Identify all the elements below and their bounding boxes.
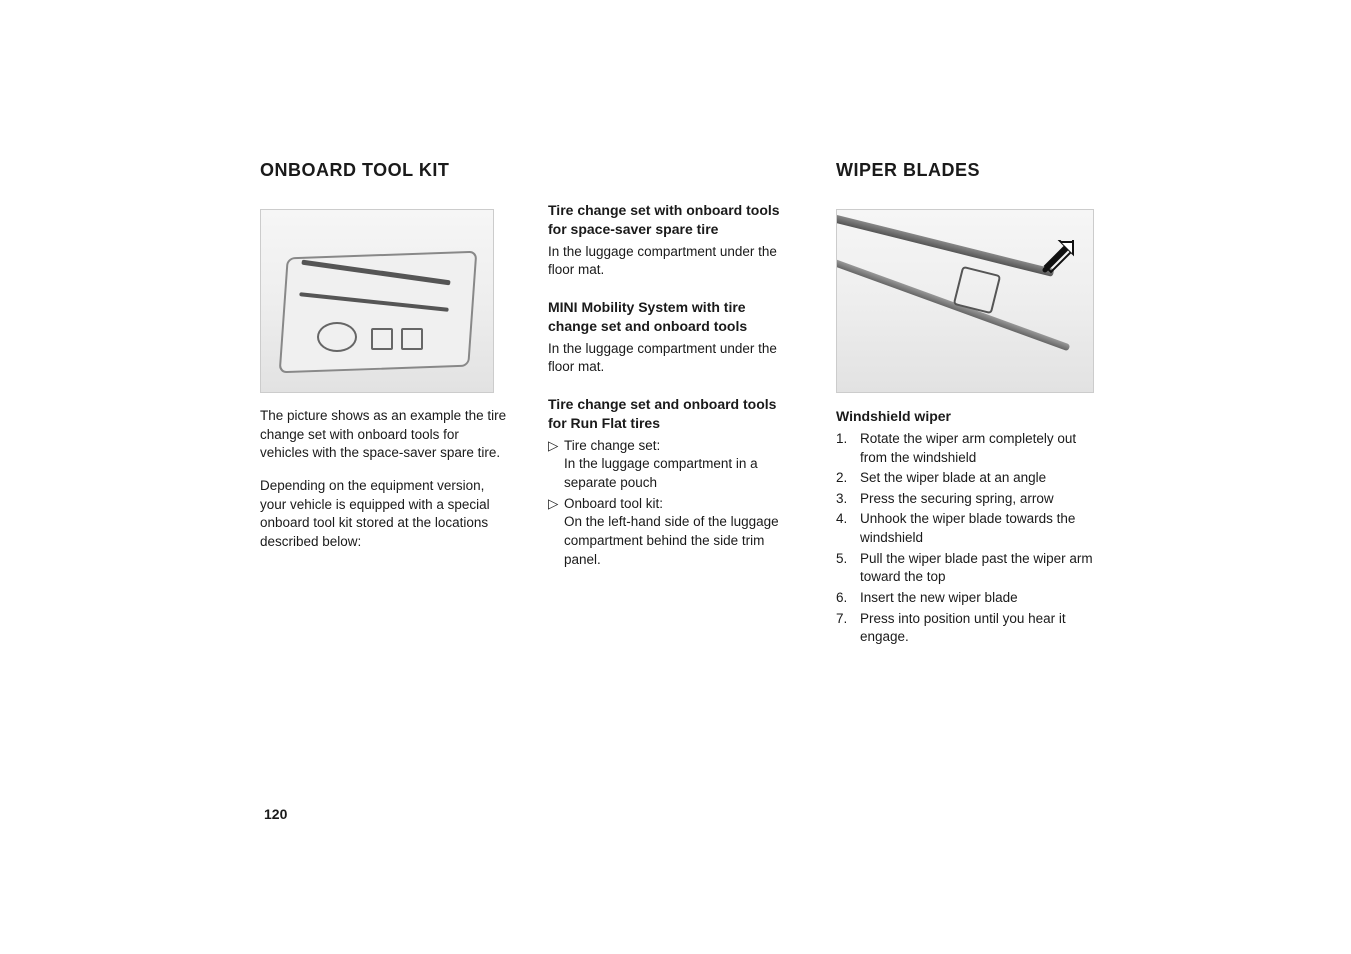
- list-number: 3.: [836, 490, 854, 509]
- paragraph: In the luggage compartment under the flo…: [548, 340, 798, 377]
- list-item-text: In the luggage compartment in a separate…: [564, 456, 758, 490]
- list-number: 5.: [836, 550, 854, 587]
- tool-sketch-box: [401, 328, 423, 350]
- list-number: 1.: [836, 430, 854, 467]
- ordered-list: 1.Rotate the wiper arm completely out fr…: [836, 430, 1098, 647]
- column-2: Tire change set with onboard tools for s…: [548, 160, 798, 647]
- paragraph: Depending on the equipment version, your…: [260, 477, 510, 552]
- list-item-text: Set the wiper blade at an angle: [860, 469, 1046, 488]
- triangle-bullet-icon: ▷: [548, 495, 558, 570]
- list-item-label: Tire change set:: [564, 438, 660, 453]
- subheading: MINI Mobility System with tire change se…: [548, 298, 798, 336]
- toolkit-tray-sketch: [279, 251, 478, 374]
- list-item: 3. Press the securing spring, arrow: [836, 490, 1098, 509]
- subheading: Tire change set with onboard tools for s…: [548, 201, 798, 239]
- list-item: 4.Unhook the wiper blade towards the win…: [836, 510, 1098, 547]
- subheading: Tire change set and onboard tools for Ru…: [548, 395, 798, 433]
- page-number: 120: [264, 806, 287, 822]
- list-item-text: Press into position until you hear it en…: [860, 610, 1098, 647]
- list-item: 1.Rotate the wiper arm completely out fr…: [836, 430, 1098, 467]
- paragraph: The picture shows as an example the tire…: [260, 407, 510, 463]
- column-1: ONBOARD TOOL KIT The picture shows as an…: [260, 160, 510, 647]
- tool-sketch-ring: [317, 322, 357, 352]
- list-item-text: Pull the wiper blade past the wiper arm …: [860, 550, 1098, 587]
- list-item: 6. Insert the new wiper blade: [836, 589, 1098, 608]
- list-item: ▷ Tire change set: In the luggage compar…: [548, 437, 798, 493]
- list-item: 2. Set the wiper blade at an angle: [836, 469, 1098, 488]
- list-item-label: Onboard tool kit:: [564, 496, 663, 511]
- list-item-body: Onboard tool kit: On the left-hand side …: [564, 495, 798, 570]
- figure-tool-kit: [260, 209, 494, 393]
- tool-sketch-box: [371, 328, 393, 350]
- list-number: 2.: [836, 469, 854, 488]
- list-item-text: On the left-hand side of the luggage com…: [564, 514, 779, 566]
- list-number: 6.: [836, 589, 854, 608]
- bullet-list: ▷ Tire change set: In the luggage compar…: [548, 437, 798, 569]
- list-item: 7.Press into position until you hear it …: [836, 610, 1098, 647]
- manual-page: ONBOARD TOOL KIT The picture shows as an…: [0, 0, 1351, 954]
- list-item-text: Press the securing spring, arrow: [860, 490, 1054, 509]
- list-number: 7.: [836, 610, 854, 647]
- arrow-icon: [1015, 240, 1075, 300]
- column-3: WIPER BLADES Windshield wiper 1.Rotate t…: [836, 160, 1098, 647]
- list-item: ▷ Onboard tool kit: On the left-hand sid…: [548, 495, 798, 570]
- figure-wiper-blade: [836, 209, 1094, 393]
- content-columns: ONBOARD TOOL KIT The picture shows as an…: [260, 160, 1291, 647]
- list-number: 4.: [836, 510, 854, 547]
- paragraph: In the luggage compartment under the flo…: [548, 243, 798, 280]
- list-item-text: Unhook the wiper blade towards the winds…: [860, 510, 1098, 547]
- section-title-wiper-blades: WIPER BLADES: [836, 160, 1098, 181]
- subheading: Windshield wiper: [836, 407, 1098, 426]
- list-item: 5.Pull the wiper blade past the wiper ar…: [836, 550, 1098, 587]
- list-item-text: Insert the new wiper blade: [860, 589, 1018, 608]
- triangle-bullet-icon: ▷: [548, 437, 558, 493]
- section-title-onboard-tool-kit: ONBOARD TOOL KIT: [260, 160, 510, 181]
- list-item-body: Tire change set: In the luggage compartm…: [564, 437, 798, 493]
- list-item-text: Rotate the wiper arm completely out from…: [860, 430, 1098, 467]
